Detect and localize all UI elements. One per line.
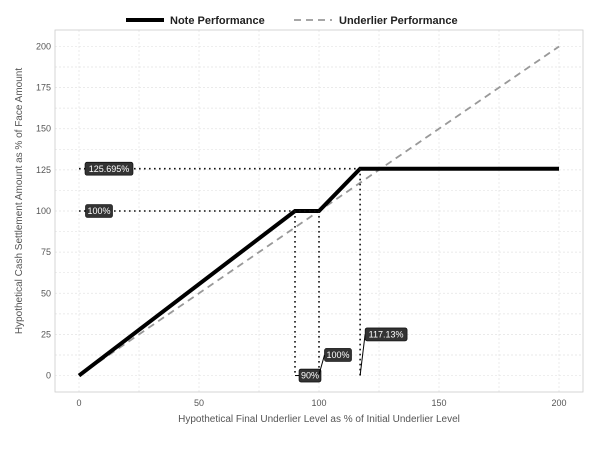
label-initial: 100% (326, 350, 349, 360)
label-cap-level: 125.695% (89, 164, 130, 174)
label-par-level-box (85, 204, 113, 218)
y-tick-label: 100 (36, 206, 51, 216)
label-initial-leader (318, 354, 325, 375)
annotation-layer: 125.695% 100% 90% 100% 117.13% (79, 161, 408, 383)
label-cap-level-box (84, 161, 134, 176)
label-cap-point-leader (359, 334, 366, 376)
y-tick-label: 175 (36, 83, 51, 93)
y-tick-label: 50 (41, 288, 51, 298)
x-axis-title: Hypothetical Final Underlier Level as % … (178, 414, 460, 425)
x-tick-label: 0 (76, 398, 81, 408)
label-par-level: 100% (87, 206, 110, 216)
label-threshold-box (298, 368, 322, 383)
label-initial-box (324, 348, 352, 362)
x-tick-label: 150 (431, 398, 446, 408)
x-tick-label: 100 (311, 398, 326, 408)
y-tick-label: 200 (36, 41, 51, 51)
y-tick-label: 125 (36, 165, 51, 175)
x-tick-label: 200 (551, 398, 566, 408)
y-tick-label: 25 (41, 329, 51, 339)
y-tick-label: 150 (36, 124, 51, 134)
legend: Note Performance Underlier Performance (126, 15, 458, 27)
tick-labels: 0 50 100 150 200 0 25 50 75 100 125 150 175 200 (36, 41, 567, 408)
legend-underlier-label: Underlier Performance (339, 15, 458, 27)
y-tick-label: 0 (46, 371, 51, 381)
label-threshold: 90% (301, 371, 319, 381)
x-tick-label: 50 (194, 398, 204, 408)
y-axis-title: Hypothetical Cash Settlement Amount as %… (14, 68, 25, 334)
y-tick-label: 75 (41, 247, 51, 257)
legend-note-label: Note Performance (170, 15, 265, 27)
label-cap-point-box (364, 327, 408, 342)
plot-frame (54, 29, 584, 393)
label-cap-point: 117.13% (369, 330, 404, 340)
